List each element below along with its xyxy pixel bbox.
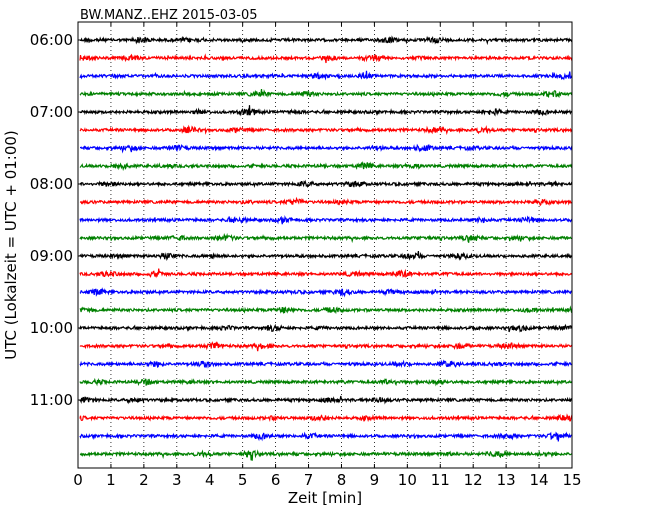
- trace-10:15: [79, 341, 573, 352]
- y-tick-label-10:00: 10:00: [30, 319, 73, 337]
- traces: [79, 35, 573, 461]
- trace-07:00: [79, 105, 573, 117]
- x-tick-label-4: 4: [205, 471, 215, 489]
- x-tick-label-12: 12: [464, 471, 483, 489]
- trace-06:45: [79, 89, 573, 99]
- trace-11:45: [79, 449, 573, 461]
- x-tick-label-9: 9: [370, 471, 380, 489]
- x-tick-label-7: 7: [304, 471, 314, 489]
- y-tick-label-11:00: 11:00: [30, 391, 73, 409]
- y-tick-label-07:00: 07:00: [30, 103, 73, 121]
- trace-09:45: [79, 305, 573, 315]
- trace-08:45: [79, 232, 573, 244]
- trace-09:30: [79, 287, 573, 298]
- plot-frame: [77, 21, 573, 469]
- x-tick-label-13: 13: [497, 471, 516, 489]
- x-tick-label-14: 14: [530, 471, 549, 489]
- trace-11:30: [79, 431, 573, 442]
- x-tick-label-15: 15: [562, 471, 581, 489]
- y-tick-label-09:00: 09:00: [30, 247, 73, 265]
- x-tick-label-2: 2: [139, 471, 149, 489]
- trace-07:45: [79, 160, 573, 172]
- x-axis-label: Zeit [min]: [288, 489, 362, 507]
- trace-11:15: [79, 413, 573, 423]
- y-axis-label: UTC (Lokalzeit = UTC + 01:00): [2, 130, 20, 360]
- x-tick-label-10: 10: [398, 471, 417, 489]
- trace-08:15: [79, 196, 573, 207]
- trace-10:30: [79, 359, 573, 369]
- x-tick-label-0: 0: [73, 471, 83, 489]
- x-tick-label-1: 1: [106, 471, 116, 489]
- trace-10:45: [79, 377, 573, 387]
- trace-06:00: [79, 35, 573, 46]
- y-tick-label-06:00: 06:00: [30, 31, 73, 49]
- trace-06:30: [79, 70, 573, 81]
- trace-10:00: [79, 323, 573, 333]
- x-tick-label-3: 3: [172, 471, 182, 489]
- x-tick-label-6: 6: [271, 471, 281, 489]
- trace-11:00: [79, 395, 573, 405]
- x-tick-label-11: 11: [431, 471, 450, 489]
- y-axis-ticks: 06:00 07:00 08:00 09:00 10:00 11:00: [30, 31, 572, 409]
- x-tick-label-5: 5: [238, 471, 248, 489]
- trace-07:15: [79, 124, 573, 136]
- trace-09:15: [79, 268, 573, 279]
- trace-09:00: [79, 251, 573, 261]
- plot-area-background: [78, 22, 572, 468]
- x-axis-ticks: 0 1 2 3 4 5 6 7 8 9 10 11 12 13 14 15: [73, 22, 582, 489]
- chart-title: BW.MANZ..EHZ 2015-03-05: [80, 8, 258, 23]
- trace-08:30: [79, 215, 573, 225]
- trace-08:00: [79, 179, 573, 189]
- trace-06:15: [79, 53, 573, 64]
- x-tick-label-8: 8: [337, 471, 347, 489]
- trace-07:30: [80, 143, 573, 154]
- y-tick-label-08:00: 08:00: [30, 175, 73, 193]
